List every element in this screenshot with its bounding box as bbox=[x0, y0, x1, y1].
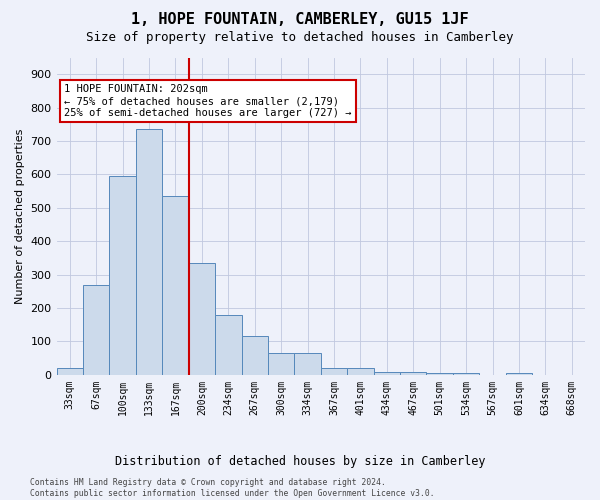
Text: Size of property relative to detached houses in Camberley: Size of property relative to detached ho… bbox=[86, 31, 514, 44]
Bar bbox=[56, 368, 83, 375]
Bar bbox=[400, 372, 427, 375]
Bar bbox=[427, 373, 453, 375]
Bar bbox=[295, 353, 321, 375]
Text: Distribution of detached houses by size in Camberley: Distribution of detached houses by size … bbox=[115, 455, 485, 468]
Bar bbox=[321, 368, 347, 375]
Y-axis label: Number of detached properties: Number of detached properties bbox=[15, 128, 25, 304]
Bar bbox=[215, 315, 242, 375]
Bar bbox=[453, 373, 479, 375]
Bar bbox=[374, 372, 400, 375]
Bar bbox=[188, 263, 215, 375]
Bar bbox=[268, 353, 295, 375]
Text: Contains HM Land Registry data © Crown copyright and database right 2024.
Contai: Contains HM Land Registry data © Crown c… bbox=[30, 478, 434, 498]
Bar bbox=[136, 130, 162, 375]
Bar bbox=[347, 368, 374, 375]
Text: 1, HOPE FOUNTAIN, CAMBERLEY, GU15 1JF: 1, HOPE FOUNTAIN, CAMBERLEY, GU15 1JF bbox=[131, 12, 469, 26]
Bar bbox=[109, 176, 136, 375]
Bar bbox=[162, 196, 188, 375]
Bar bbox=[242, 336, 268, 375]
Text: 1 HOPE FOUNTAIN: 202sqm
← 75% of detached houses are smaller (2,179)
25% of semi: 1 HOPE FOUNTAIN: 202sqm ← 75% of detache… bbox=[64, 84, 352, 117]
Bar bbox=[83, 284, 109, 375]
Bar bbox=[506, 373, 532, 375]
